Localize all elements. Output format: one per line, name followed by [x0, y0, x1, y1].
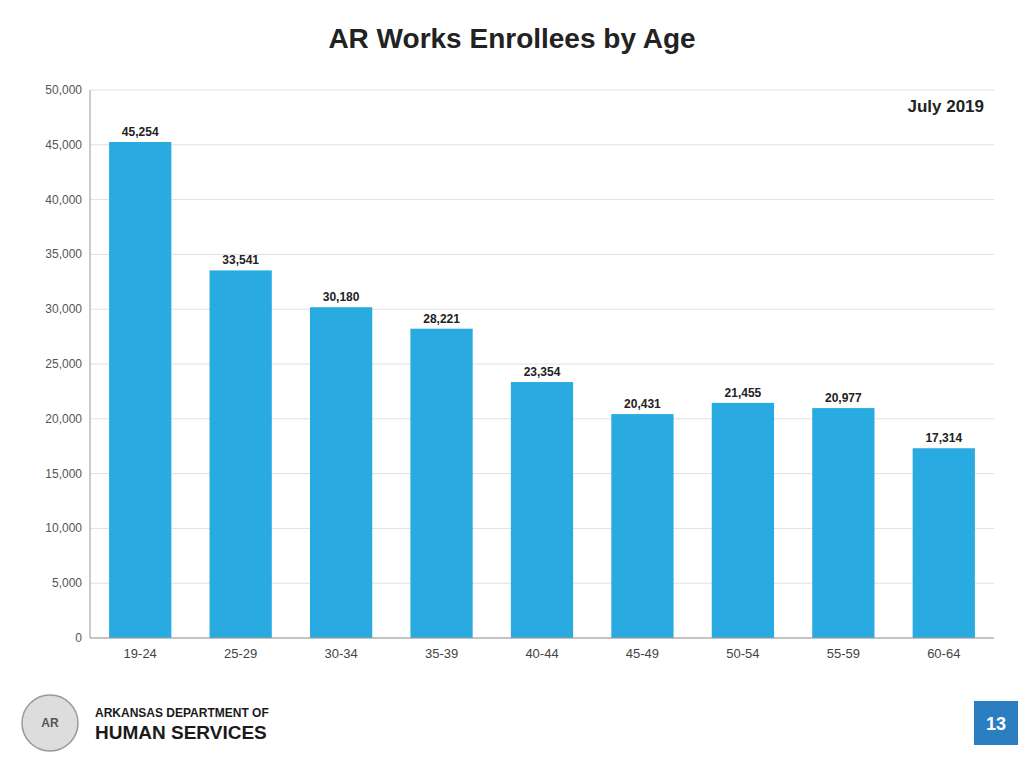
data-labels: 45,254 33,541 30,180 28,221 23,354 20,431 21,4… [122, 125, 963, 445]
page-box [974, 701, 1018, 745]
x-tick-label: 60-64 [927, 646, 960, 661]
bar [913, 448, 975, 638]
data-label: 33,541 [222, 253, 259, 267]
y-tick-label: 40,000 [45, 193, 82, 207]
x-tick-label: 35-39 [425, 646, 458, 661]
bar [410, 329, 472, 638]
y-tick-label: 20,000 [45, 412, 82, 426]
bar [511, 382, 573, 638]
bars [109, 142, 975, 638]
data-label: 20,977 [825, 391, 862, 405]
annotation: ARKANSAS DEPARTMENT OF [95, 706, 269, 720]
data-label: 20,431 [624, 397, 661, 411]
x-tick-label: 40-44 [525, 646, 558, 661]
y-axis: 0 5,000 10,000 15,000 20,000 25,000 30,000 35,0… [45, 83, 994, 645]
data-label: 23,354 [524, 365, 561, 379]
data-label: 30,180 [323, 290, 360, 304]
y-tick-label: 5,000 [52, 576, 82, 590]
x-tick-label: 45-49 [626, 646, 659, 661]
x-tick-label: 25-29 [224, 646, 257, 661]
annotation: AR [41, 716, 59, 730]
bar [712, 403, 774, 638]
annotation: 13 [986, 714, 1006, 734]
bar [109, 142, 171, 638]
y-tick-label: 0 [75, 631, 82, 645]
grid-line [90, 144, 994, 145]
bar [611, 414, 673, 638]
x-tick-label: 50-54 [726, 646, 759, 661]
data-label: 21,455 [725, 386, 762, 400]
grid-line [90, 199, 994, 200]
x-tick-label: 19-24 [124, 646, 157, 661]
data-label: 17,314 [925, 431, 962, 445]
annotation: HUMAN SERVICES [95, 722, 267, 743]
y-tick-label: 15,000 [45, 467, 82, 481]
y-tick-label: 30,000 [45, 302, 82, 316]
x-axis-line [90, 638, 994, 639]
grid-line [90, 90, 994, 91]
y-tick-label: 10,000 [45, 521, 82, 535]
subtitle: July 2019 [907, 97, 984, 116]
bar [812, 408, 874, 638]
data-label: 45,254 [122, 125, 159, 139]
y-axis-line [90, 90, 91, 638]
y-tick-label: 25,000 [45, 357, 82, 371]
data-label: 28,221 [423, 312, 460, 326]
bar [210, 270, 272, 638]
x-axis: 19-24 25-29 30-34 35-39 40-44 45-49 50-54 55-59… [124, 646, 961, 661]
chart-svg: AR Works Enrollees by Age 0 5,000 10,000 15,… [0, 0, 1024, 768]
grid-line [90, 638, 994, 639]
seal [22, 695, 78, 751]
y-tick-label: 45,000 [45, 138, 82, 152]
x-tick-label: 55-59 [827, 646, 860, 661]
bar [310, 307, 372, 638]
y-tick-label: 50,000 [45, 83, 82, 97]
y-tick-label: 35,000 [45, 247, 82, 261]
x-tick-label: 30-34 [324, 646, 357, 661]
title: AR Works Enrollees by Age [328, 23, 695, 54]
footer: AR ARKANSAS DEPARTMENT OF HUMAN SERVICES 13 [22, 695, 1018, 751]
